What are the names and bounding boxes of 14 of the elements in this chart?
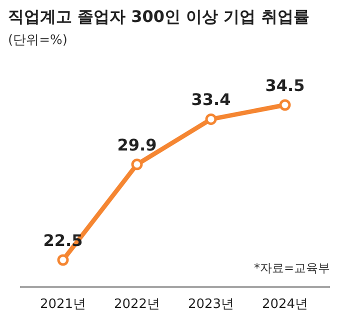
point [57,254,69,266]
point [205,113,217,125]
chart-title: 직업계고 졸업자 300인 이상 기업 취업률 [8,7,310,26]
x-tick-label: 2021년 [40,297,86,312]
data-label: 29.9 [117,135,157,154]
data-label: 34.5 [265,76,305,95]
point [131,158,143,170]
x-tick-label: 2022년 [114,297,160,312]
chart-subtitle: (단위=%) [8,33,68,48]
text: *자료=교육부 [254,261,330,275]
x-tick-label: 2024년 [262,297,308,312]
point [279,99,291,111]
x-tick-label: 2023년 [188,297,234,312]
data-label: 33.4 [191,90,231,110]
